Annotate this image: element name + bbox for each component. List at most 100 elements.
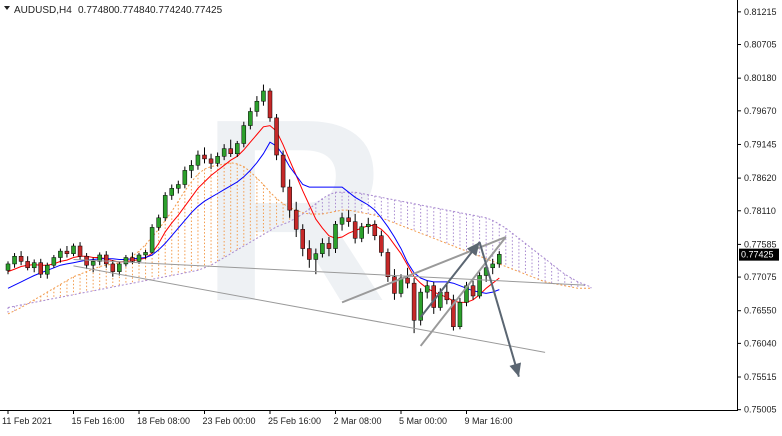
candle-body-bear (280, 154, 286, 188)
candle-body-bull (97, 254, 102, 262)
price-tick-label: 0.80705 (744, 40, 777, 50)
candle (254, 96, 260, 117)
title-close: 0.77425 (186, 5, 223, 16)
candle-body-bull (477, 275, 482, 297)
candle-body-bull (339, 217, 345, 225)
candle (64, 246, 70, 258)
watermark-logo: R (200, 66, 388, 356)
candle-body-bull (162, 195, 168, 219)
candle-body-bear (470, 285, 476, 297)
candle-body-bear (431, 285, 436, 308)
candle (208, 153, 214, 170)
title-open: 0.77480 (78, 5, 115, 16)
candle-body-bear (444, 291, 450, 301)
price-tick-label: 0.76550 (744, 306, 777, 316)
candle (104, 251, 109, 268)
candle-body-bull (189, 165, 194, 171)
candle-body-bull (136, 254, 142, 262)
candle (411, 278, 417, 334)
candle (267, 88, 273, 122)
candle (261, 84, 266, 106)
title-symbol: AUDUSD,H4 (14, 5, 72, 16)
chevron-down-icon[interactable] (4, 6, 10, 10)
candle-body-bull (418, 291, 423, 321)
chart-title: AUDUSD,H4 0.77480 0.77484 0.77424 0.7742… (4, 5, 223, 16)
price-tick-label: 0.75005 (744, 405, 777, 415)
candle (162, 192, 168, 222)
candle (25, 256, 30, 271)
candle (451, 294, 456, 331)
candle (287, 179, 292, 218)
candle (359, 222, 364, 243)
candle-body-bull (320, 243, 325, 254)
candle-body-bull (497, 254, 502, 265)
forecast-arrow-segment-1 (419, 241, 481, 318)
candle-body-bear (64, 250, 70, 254)
candle (156, 214, 161, 231)
candle-body-bear (293, 209, 299, 230)
price-tick-label: 0.80180 (744, 73, 777, 83)
candle-body-bull (149, 227, 155, 253)
candle-body-bear (307, 248, 312, 260)
candle (300, 224, 305, 257)
candle (136, 253, 142, 264)
candle-body-bull (123, 257, 129, 265)
candle (110, 260, 116, 277)
candle-body-bear (346, 217, 351, 222)
price-tick-label: 0.79670 (744, 106, 777, 116)
wedge-upper-line (341, 236, 507, 304)
candle-body-bear (84, 256, 89, 266)
price-tick-label: 0.78620 (744, 173, 777, 183)
current-price-tag: 0.77425 (739, 248, 779, 261)
candle-body-bull (424, 285, 430, 293)
time-tick-label: 23 Feb 00:00 (203, 416, 256, 426)
candle (149, 224, 155, 254)
cloud-span-a (7, 162, 591, 315)
forecast-arrow-head-2 (509, 362, 522, 377)
candle (320, 238, 325, 258)
candle (189, 160, 194, 179)
candle (5, 261, 11, 275)
candle-body-bear (287, 186, 292, 211)
channel-lower-line (73, 265, 546, 353)
candle (182, 166, 188, 189)
candle (424, 280, 430, 299)
time-tick-label: 15 Feb 16:00 (72, 416, 125, 426)
candle (97, 252, 102, 266)
candle (385, 248, 391, 282)
candle-body-bear (25, 261, 30, 269)
price-axis[interactable]: 0.81215 0.80705 0.80180 0.79670 0.79145 0.786… (737, 7, 777, 415)
time-tick-label: 9 Mar 16:00 (465, 416, 513, 426)
current-price-tag-bg (739, 248, 779, 261)
candle-body-bull (313, 253, 319, 260)
candle-body-bull (248, 111, 253, 126)
candle (346, 210, 351, 227)
candle (71, 243, 76, 257)
candle (117, 261, 122, 276)
candle-body-bull (215, 156, 220, 164)
candle-body-bear (267, 90, 273, 119)
candle-body-bear (208, 158, 214, 164)
time-tick-label: 25 Feb 16:00 (268, 416, 321, 426)
candle-body-bear (451, 299, 456, 327)
forecast-arrow-head-1 (466, 242, 480, 257)
forecast-arrow-segment-2 (478, 241, 520, 377)
candle-body-bull (490, 263, 495, 269)
candle (221, 144, 227, 161)
candle-body-bull (221, 148, 227, 157)
candle (84, 253, 89, 270)
candle-body-bull (235, 143, 240, 154)
candle-body-bear (202, 154, 207, 160)
time-axis[interactable]: 11 Feb 2021 15 Feb 16:00 18 Feb 08:00 23 Fe… (2, 410, 513, 426)
candle-body-bull (241, 125, 247, 144)
candle (280, 150, 286, 193)
candle (293, 201, 299, 238)
candle-body-bear (77, 245, 83, 257)
candle-body-bull (261, 90, 266, 102)
candle-body-bull (117, 263, 122, 272)
candle (169, 184, 174, 200)
candle-body-bear (411, 282, 417, 321)
annotations (73, 236, 585, 377)
candle (248, 107, 253, 130)
